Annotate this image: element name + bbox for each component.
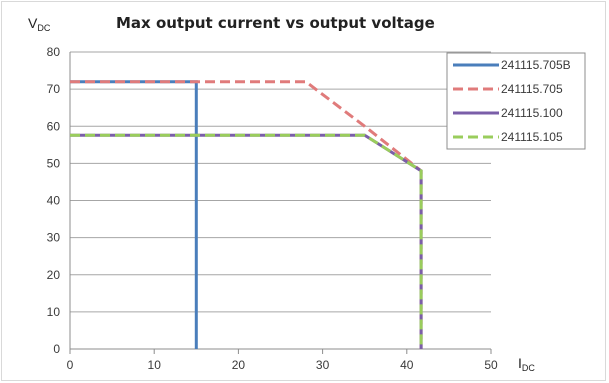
y-tick-label-80: 80 xyxy=(47,45,61,59)
x-tick-label-0: 0 xyxy=(67,358,74,372)
series-line-3 xyxy=(70,133,423,349)
x-tick-label-50: 50 xyxy=(484,358,498,372)
series-line-2 xyxy=(70,80,423,349)
series-line-1 xyxy=(70,80,198,349)
x-tick-label-10: 10 xyxy=(148,358,162,372)
chart-title: Max output current vs output voltage xyxy=(116,14,435,32)
x-axis-label-main: I xyxy=(518,355,522,371)
series-line-4 xyxy=(70,133,423,349)
x-axis-label-sub: DC xyxy=(522,363,535,373)
axes xyxy=(69,52,492,354)
y-tick-label-20: 20 xyxy=(47,268,61,282)
y-tick-label-30: 30 xyxy=(47,231,61,245)
y-axis-label-main: V xyxy=(28,15,38,31)
x-tick-label-40: 40 xyxy=(400,358,414,372)
gridlines xyxy=(70,51,491,313)
y-tick-label-40: 40 xyxy=(47,194,61,208)
y-tick-label-60: 60 xyxy=(47,119,61,133)
legend-label-3: 241115.100 xyxy=(501,106,563,120)
y-tick-label-0: 0 xyxy=(53,342,60,356)
y-tick-label-50: 50 xyxy=(47,156,61,170)
legend-box xyxy=(446,52,586,150)
legend-label-2: 241115.705 xyxy=(501,82,563,96)
x-tick-label-30: 30 xyxy=(316,358,330,372)
tick-labels: 0 10 20 30 40 50 60 70 80 0 10 20 30 40 50 xyxy=(47,45,498,372)
x-tick-label-20: 20 xyxy=(232,358,246,372)
data-series xyxy=(70,80,423,349)
y-axis-label: VDC xyxy=(28,15,51,33)
y-axis-label-sub: DC xyxy=(37,23,50,33)
legend-label-4: 241115.105 xyxy=(501,130,563,144)
y-tick-label-70: 70 xyxy=(47,82,61,96)
legend: 241115.705B 241115.705 241115.100 241115.10… xyxy=(446,52,586,150)
x-axis-label: IDC xyxy=(518,355,535,373)
legend-label-1: 241115.705B xyxy=(501,58,571,72)
y-tick-label-10: 10 xyxy=(47,305,61,319)
